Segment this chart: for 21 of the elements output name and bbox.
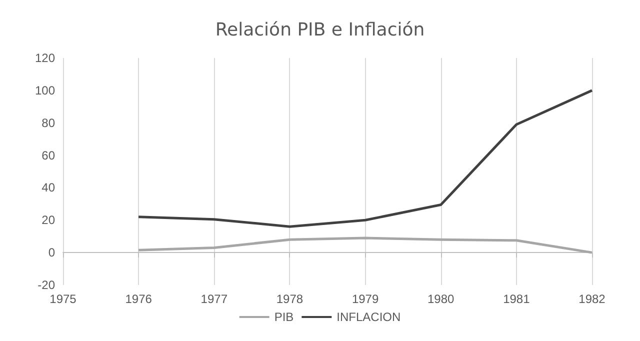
line-series	[137, 236, 594, 254]
x-tick-label: 1979	[352, 292, 379, 306]
x-tick-label: 1975	[50, 292, 77, 306]
y-tick-label: 20	[42, 213, 56, 228]
x-tick-label: 1980	[428, 292, 455, 306]
x-tick-label: 1978	[276, 292, 304, 306]
y-tick-label: 100	[34, 83, 56, 98]
y-tick-label: 40	[42, 180, 56, 195]
legend-label: INFLACION	[336, 310, 401, 324]
x-tick-label: 1976	[125, 292, 152, 306]
y-tick-label: -20	[38, 278, 56, 292]
x-tick-label: 1977	[200, 292, 228, 306]
y-tick-label: 80	[42, 116, 56, 130]
chart-title: Relación PIB e Inflación	[215, 20, 425, 40]
x-tick-label: 1981	[503, 292, 530, 306]
legend-label: PIB	[274, 310, 294, 324]
y-tick-label: 120	[34, 51, 56, 65]
line-series	[137, 89, 594, 228]
y-tick-label: 60	[42, 148, 56, 162]
y-tick-label: 0	[48, 246, 56, 260]
x-tick-label: 1982	[578, 292, 606, 306]
